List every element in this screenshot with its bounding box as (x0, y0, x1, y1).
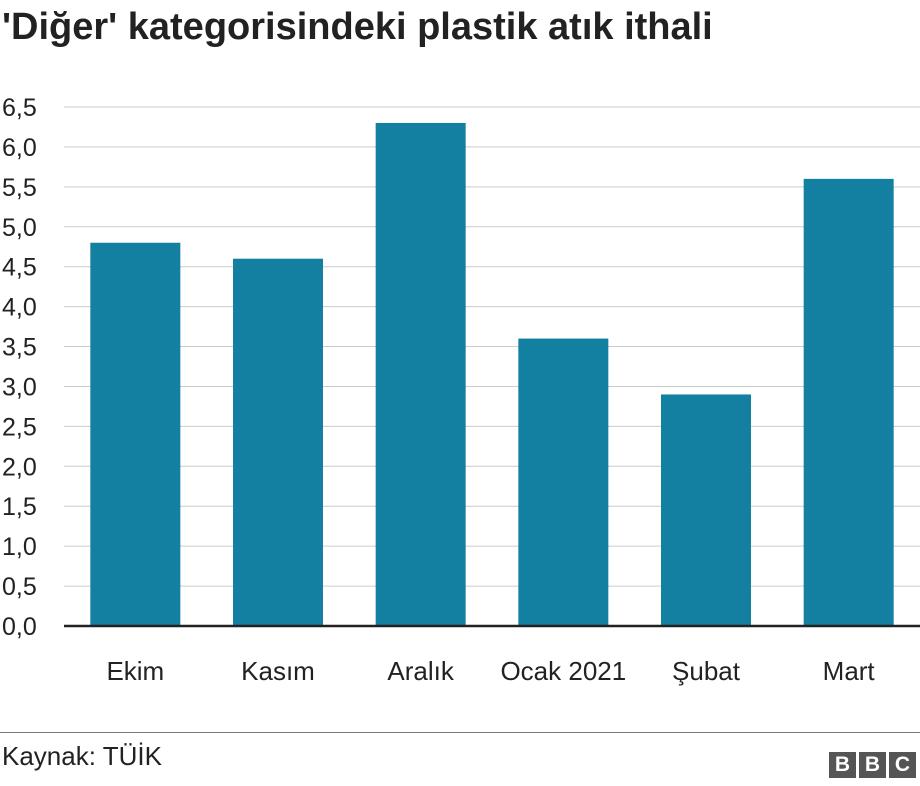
y-tick-label: 4,5 (2, 254, 37, 282)
y-tick-label: 6,5 (2, 94, 37, 122)
bar-chart: 0,0 0,5 1,0 1,5 2,0 2,5 3,0 3,5 4,0 4,5 5,0 5,5 6,0 6… (2, 94, 920, 686)
x-category-label: Ekim (106, 656, 164, 686)
source-note: Kaynak: TÜİK (2, 741, 162, 771)
bar-2 (233, 258, 323, 626)
bar-5 (661, 394, 751, 626)
footer-divider (0, 732, 920, 733)
chart-title: 'Diğer' kategorisindeki plastik atık ith… (2, 6, 713, 48)
bbc-logo: B B C (829, 752, 916, 778)
x-category-label: Şubat (672, 656, 741, 686)
bbc-logo-letter-1: B (829, 752, 856, 778)
x-axis-category-labels: Ekim Kasım Aralık Ocak 2021 Şubat Mart (106, 656, 875, 686)
y-tick-label: 2,5 (2, 413, 37, 441)
y-axis-tick-labels: 0,0 0,5 1,0 1,5 2,0 2,5 3,0 3,5 4,0 4,5 5,0 5,5 6,0 6… (2, 94, 37, 641)
bbc-logo-letter-2: B (859, 752, 886, 778)
x-category-label: Ocak 2021 (500, 656, 626, 686)
y-tick-label: 1,0 (2, 533, 37, 561)
x-category-label: Mart (823, 656, 876, 686)
y-tick-label: 3,0 (2, 373, 37, 401)
y-tick-label: 6,0 (2, 134, 37, 162)
y-tick-label: 1,5 (2, 493, 37, 521)
gridlines (64, 106, 920, 587)
bar-4 (518, 338, 609, 626)
y-tick-label: 5,5 (2, 174, 37, 202)
bars (90, 122, 894, 626)
y-tick-label: 2,0 (2, 453, 37, 481)
y-tick-label: 5,0 (2, 214, 37, 242)
y-tick-label: 0,5 (2, 573, 37, 601)
y-tick-label: 0,0 (2, 613, 37, 641)
x-category-label: Kasım (241, 656, 315, 686)
x-category-label: Aralık (387, 656, 454, 686)
y-tick-label: 4,0 (2, 294, 37, 322)
bar-6 (803, 178, 894, 626)
bbc-logo-letter-3: C (889, 752, 916, 778)
y-tick-label: 3,5 (2, 334, 37, 362)
bar-1 (90, 242, 181, 626)
bar-3 (375, 122, 466, 626)
